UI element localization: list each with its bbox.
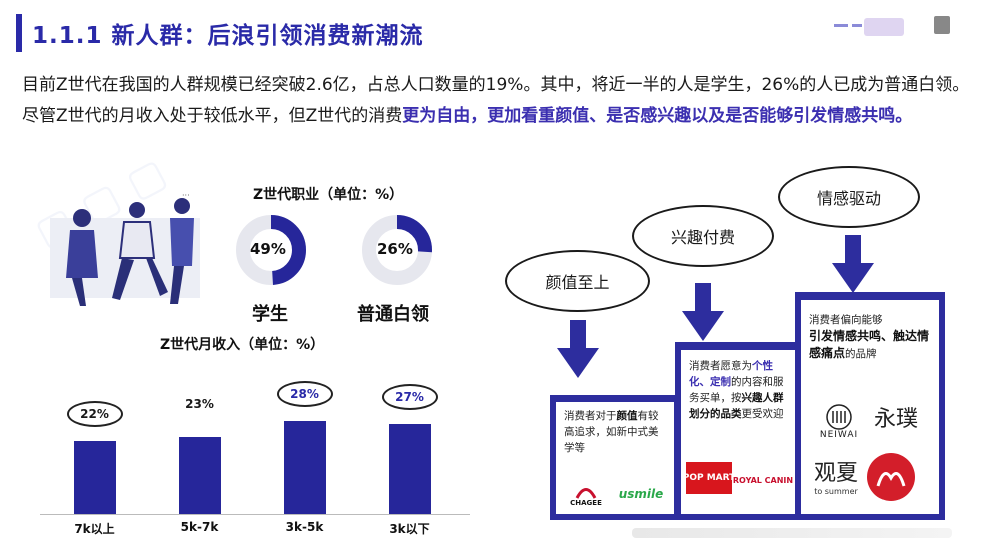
card3-text-end: 的品牌 [845,348,877,360]
card-appearance: 消费者对于颜值有较高追求，如新中式美学等 [556,402,674,514]
income-bar [178,437,221,514]
bubble-appearance: 颜值至上 [505,250,650,312]
card1-text: 消费者对于 [564,410,617,422]
brand-usmile-logo: usmile [618,487,664,501]
brand-lululemon-logo [867,453,915,501]
arrow-down-icon [832,235,874,293]
card1-bold: 颜值 [616,410,638,422]
logo-icon [834,16,950,36]
donut-white-collar [362,215,432,285]
card2-text-mid: 的内容和服务买单，按 [689,376,784,404]
card2-bold1: 个性化、定制 [689,360,773,388]
card2-bold2: 兴趣人群划分的品类 [689,392,784,420]
income-bar [283,420,326,514]
brand-chagee-logo: CHAGEE [561,482,611,510]
income-category-label: 3k以下 [389,522,430,536]
card2-text: 消费者愿意为 [689,360,752,372]
brand-popmart-logo: POP MART [683,462,735,494]
bubble-interest: 兴趣付费 [632,205,774,267]
intro-highlight: 更为自由，更加看重颜值、是否感兴趣以及是否能够引发情感共鸣。 [402,106,913,126]
income-chart-title: Z世代月收入（单位：%） [160,337,325,353]
people-illustration: ··· [50,191,200,306]
brand-guanxia-logo: 观夏 to summer [813,460,858,496]
title-accent-bar [16,14,22,52]
svg-text:···: ··· [182,191,190,200]
donut-white-collar-value: 26% [377,240,413,258]
income-bar [388,424,431,514]
donut-student [236,215,306,285]
arrow-down-icon [557,320,599,378]
brand-neiwai-logo: NEIWAI [812,398,866,446]
intro-text: 目前Z世代在我国的人群规模已经突破2.6亿，占总人口数量的19%。其中，将近一半… [22,75,970,126]
brand-royalcanin-logo: ROYAL CANIN [732,475,794,485]
intro-paragraph: 目前Z世代在我国的人群规模已经突破2.6亿，占总人口数量的19%。其中，将近一半… [22,70,972,132]
income-category-label: 7k以上 [74,522,115,536]
income-bar-chart: 22% 7k以上 23% 5k-7k 28% 3k-5k 27% 3k以下 [40,355,460,536]
income-category-label: 3k-5k [285,520,324,534]
donut-student-value: 49% [250,240,286,258]
income-bar-value: 22% [66,400,123,427]
income-bar-value: 23% [171,391,228,418]
donut-white-collar-label: 普通白领 [357,304,429,325]
source-line [632,528,952,538]
card3-text: 消费者偏向能够 [809,314,883,326]
card3-bold: 引发情感共鸣、触达情感痛点 [809,329,930,360]
card1-text-end: 有较高追求，如新中式美学等 [564,410,659,454]
income-bar [73,440,116,514]
income-category-label: 5k-7k [180,520,219,534]
occupation-chart-title: Z世代职业（单位：%） [253,187,404,203]
card2-text-end: 更受欢迎 [741,408,784,420]
donut-student-label: 学生 [252,304,288,325]
page-title: 1.1.1 新人群：后浪引领消费新潮流 [32,23,424,49]
card-interest: 消费者愿意为个性化、定制的内容和服务买单，按兴趣人群划分的品类更受欢迎 [681,350,795,514]
brand-yongpu-logo: 永璞 [873,407,918,432]
income-bar-value: 28% [276,380,333,407]
arrow-down-icon [682,283,724,341]
income-bar-value: 27% [381,384,438,410]
card-emotion: 消费者偏向能够引发情感共鸣、触达情感痛点的品牌 [801,300,939,514]
bubble-emotion: 情感驱动 [778,166,920,228]
income-axis-line [40,514,470,515]
